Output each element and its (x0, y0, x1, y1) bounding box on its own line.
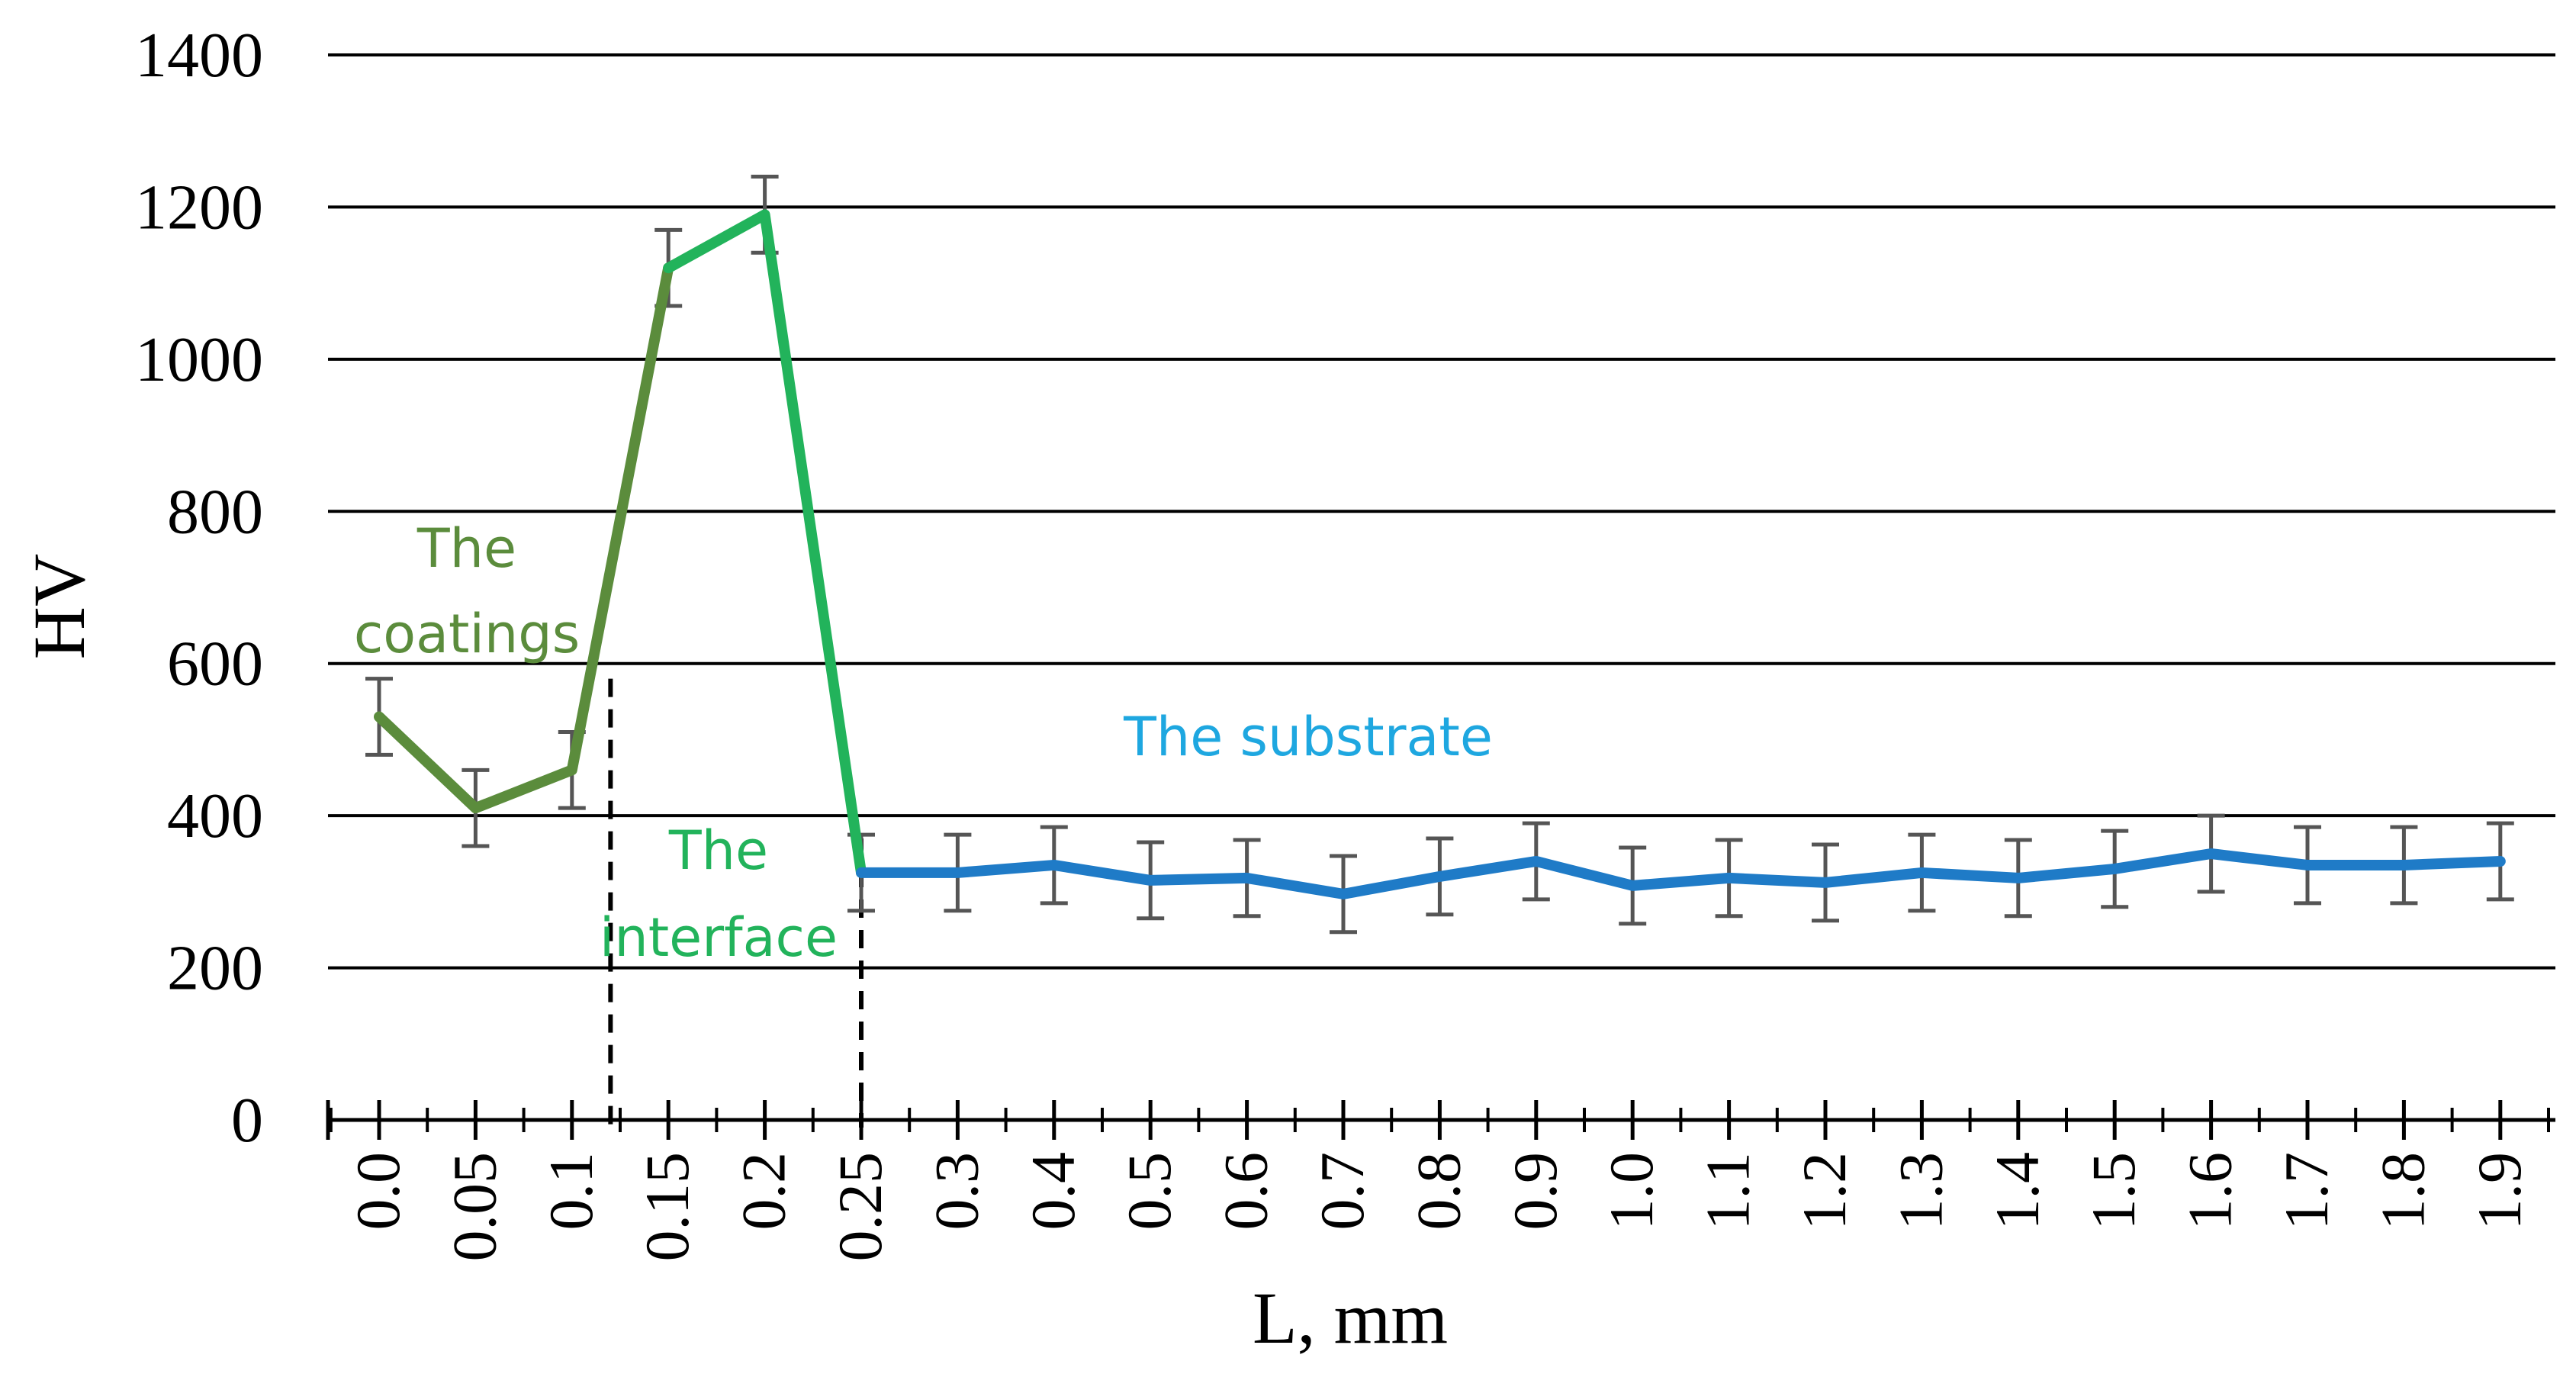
annotation-label: The coatings (354, 517, 580, 665)
axis-layer (326, 1100, 2555, 1140)
x-tick-label: 1.1 (1693, 1152, 1763, 1231)
annotation-label: The interface (600, 819, 838, 969)
x-tick-label: 0.8 (1404, 1152, 1473, 1231)
annotation-line: The (416, 517, 516, 580)
x-axis-title: L, mm (1253, 1277, 1448, 1359)
x-tick-label: 0.9 (1500, 1152, 1570, 1231)
y-tick-label: 1000 (135, 324, 263, 395)
x-tick-label: 0.05 (439, 1152, 509, 1262)
x-tick-label: 1.8 (2368, 1152, 2437, 1231)
annotation-label: The substrate (1123, 706, 1493, 768)
annotations: The coatings The interface The substrate (354, 517, 1493, 969)
y-axis-title: HV (18, 554, 100, 660)
y-tick-label: 800 (167, 476, 263, 547)
x-tick-label: 0.6 (1211, 1152, 1281, 1231)
x-tick-label: 1.4 (1983, 1152, 2052, 1231)
x-tick-label: 0.3 (921, 1152, 991, 1231)
x-tick-label: 0.4 (1018, 1152, 1088, 1231)
y-tick-label: 400 (167, 780, 263, 851)
annotation-line: The substrate (1123, 706, 1493, 768)
annotation-line: coatings (354, 603, 580, 665)
boundary-layer (608, 678, 863, 1128)
x-tick-label: 0.25 (825, 1152, 895, 1262)
x-tick-label: 1.5 (2079, 1152, 2148, 1231)
x-tick-label: 0.5 (1114, 1152, 1184, 1231)
x-tick-label: 1.7 (2272, 1152, 2341, 1231)
tick-labels: 0 200 400 600 800 1000 1200 1400 0.0 0.05 0.1 0.15 0… (135, 20, 2534, 1262)
grid-layer (328, 53, 2555, 970)
annotation-line: interface (600, 906, 838, 969)
y-tick-label: 600 (167, 629, 263, 700)
series-line-the-substrate (856, 848, 2506, 899)
y-tick-label: 0 (231, 1085, 263, 1156)
y-tick-label: 1400 (135, 20, 263, 91)
x-tick-label: 0.15 (632, 1152, 702, 1262)
series-lines (374, 209, 2506, 899)
x-tick-label: 0.7 (1307, 1152, 1377, 1231)
x-tick-label: 1.9 (2465, 1152, 2534, 1231)
x-tick-label: 0.1 (536, 1152, 606, 1231)
y-tick-label: 200 (167, 933, 263, 1004)
series-line-the-coatings (374, 262, 674, 814)
x-tick-label: 0.2 (729, 1152, 799, 1231)
x-tick-label: 0.0 (343, 1152, 413, 1231)
series-line-the-interface (663, 209, 867, 878)
annotation-line: The (668, 819, 768, 882)
y-tick-label: 1200 (135, 172, 263, 243)
x-tick-label: 1.3 (1886, 1152, 1955, 1231)
x-tick-label: 1.2 (1790, 1152, 1859, 1231)
x-tick-label: 1.0 (1597, 1152, 1666, 1231)
x-tick-label: 1.6 (2176, 1152, 2245, 1231)
